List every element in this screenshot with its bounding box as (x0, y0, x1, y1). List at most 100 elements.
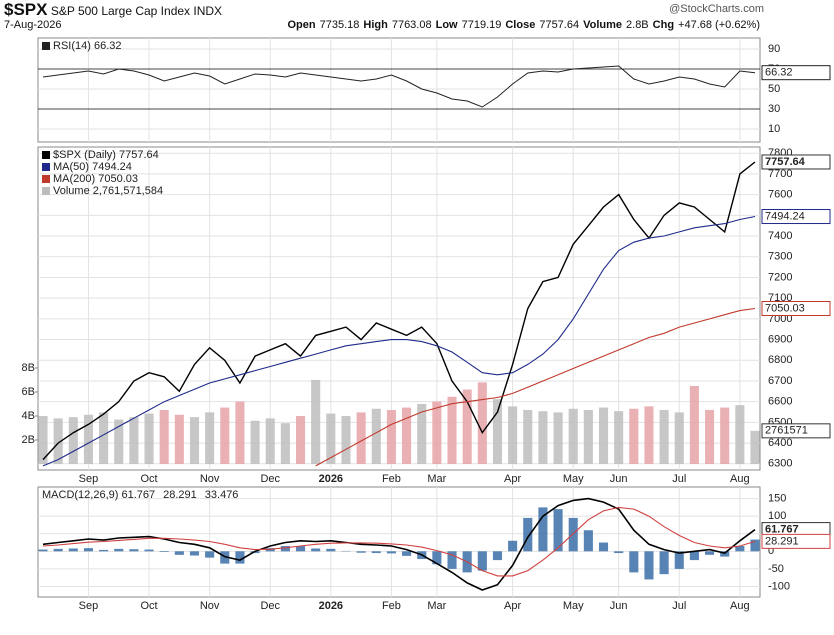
y-tick-label: 0 (768, 545, 774, 557)
x-tick-label: Mar (427, 600, 446, 612)
bar (447, 396, 457, 464)
bar (568, 517, 578, 552)
stat-label: Low (435, 19, 458, 31)
y-tick-label: 7600 (768, 189, 792, 201)
x-tick-label: 2026 (319, 600, 343, 612)
bar (659, 409, 669, 464)
bar (705, 409, 715, 464)
end-box (761, 533, 831, 549)
legend-swatch (42, 163, 50, 171)
bar (235, 401, 245, 464)
bar (659, 551, 669, 575)
end-value: 7757.64 (765, 156, 806, 168)
bar (598, 542, 609, 552)
legend-swatch (42, 42, 50, 50)
x-tick-label: Nov (200, 600, 220, 612)
end-box (761, 209, 831, 225)
bar (538, 507, 548, 552)
bar (189, 551, 200, 556)
x-tick-label: Jun (610, 600, 628, 612)
end-value: 66.32 (765, 67, 793, 79)
series-line (42, 506, 756, 577)
x-tick-label: Apr (504, 600, 521, 612)
x-tick-label: Sep (79, 473, 99, 485)
end-value: 28.291 (765, 535, 799, 547)
bar (295, 415, 306, 464)
bar (68, 417, 78, 464)
bar (402, 551, 412, 556)
x-tick-label: Dec (260, 473, 280, 485)
index-name: S&P 500 Large Cap Index INDX (50, 4, 223, 18)
symbol: $SPX (4, 0, 48, 19)
bar (720, 407, 730, 464)
bar (492, 551, 503, 561)
bar (432, 551, 442, 565)
bar (386, 551, 396, 554)
y2-tick-label: 2B (22, 434, 35, 446)
bar (508, 406, 518, 464)
bar (735, 405, 745, 464)
bar (326, 548, 336, 552)
series-line (42, 161, 756, 461)
bar (523, 517, 533, 552)
bar (356, 412, 366, 464)
bar (477, 382, 487, 464)
bar (614, 551, 624, 554)
x-tick-label: Nov (200, 473, 220, 485)
bar (144, 549, 154, 552)
y2-tick-label: 6B (22, 386, 35, 398)
legend-label: MA(200) 7050.03 (53, 173, 138, 185)
bar (674, 551, 684, 569)
y-tick-label: 6800 (768, 354, 792, 366)
x-tick-label: Oct (140, 473, 157, 485)
bar (129, 549, 139, 552)
series-line (42, 65, 756, 108)
bar (129, 417, 139, 464)
bar (462, 389, 472, 464)
bar (189, 417, 200, 464)
bar (159, 409, 169, 464)
bar (386, 409, 396, 464)
bar (205, 412, 215, 464)
bar (83, 414, 93, 464)
stat-value: +47.68 (+0.62%) (678, 19, 760, 31)
legend-label: MA(50) 7494.24 (53, 161, 132, 173)
x-tick-label: Jul (672, 600, 686, 612)
series-line (315, 307, 756, 467)
legend-label: RSI(14) 66.32 (53, 40, 121, 52)
x-tick-label: May (563, 600, 584, 612)
bar (144, 413, 154, 464)
bar (311, 379, 321, 464)
y-tick-label: 7700 (768, 168, 792, 180)
end-value: 61.767 (765, 524, 799, 536)
y-tick-label: 50 (768, 83, 780, 95)
bar (99, 549, 109, 552)
x-tick-label: Jul (672, 473, 686, 485)
bar (250, 420, 260, 464)
bar (265, 418, 275, 464)
x-tick-label: 2026 (319, 473, 343, 485)
bar (629, 408, 639, 464)
bar (114, 548, 124, 552)
bar (280, 423, 290, 464)
bar (492, 399, 503, 464)
y-tick-label: -100 (768, 580, 790, 592)
end-box (761, 423, 831, 439)
stat-value: 7763.08 (391, 19, 432, 31)
bar (629, 551, 639, 573)
bar (295, 546, 306, 552)
bar (38, 549, 48, 552)
stat-value: 2.8B (626, 19, 649, 31)
stat-label: Open (287, 19, 316, 31)
bar (159, 551, 169, 553)
legend-label: 28.291 (163, 489, 197, 501)
header-title: $SPX S&P 500 Large Cap Index INDX (4, 0, 222, 20)
bar (417, 403, 427, 464)
bar (220, 407, 230, 464)
stat-value: 7719.19 (461, 19, 502, 31)
bar (356, 551, 366, 553)
bar (523, 409, 533, 464)
bar (68, 548, 78, 552)
